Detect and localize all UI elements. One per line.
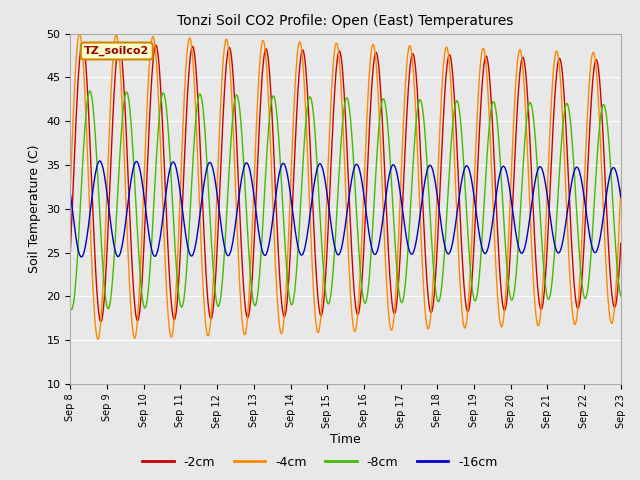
Legend: -2cm, -4cm, -8cm, -16cm: -2cm, -4cm, -8cm, -16cm <box>138 451 502 474</box>
X-axis label: Time: Time <box>330 433 361 446</box>
Title: Tonzi Soil CO2 Profile: Open (East) Temperatures: Tonzi Soil CO2 Profile: Open (East) Temp… <box>177 14 514 28</box>
Text: TZ_soilco2: TZ_soilco2 <box>84 46 149 56</box>
Y-axis label: Soil Temperature (C): Soil Temperature (C) <box>28 144 41 273</box>
